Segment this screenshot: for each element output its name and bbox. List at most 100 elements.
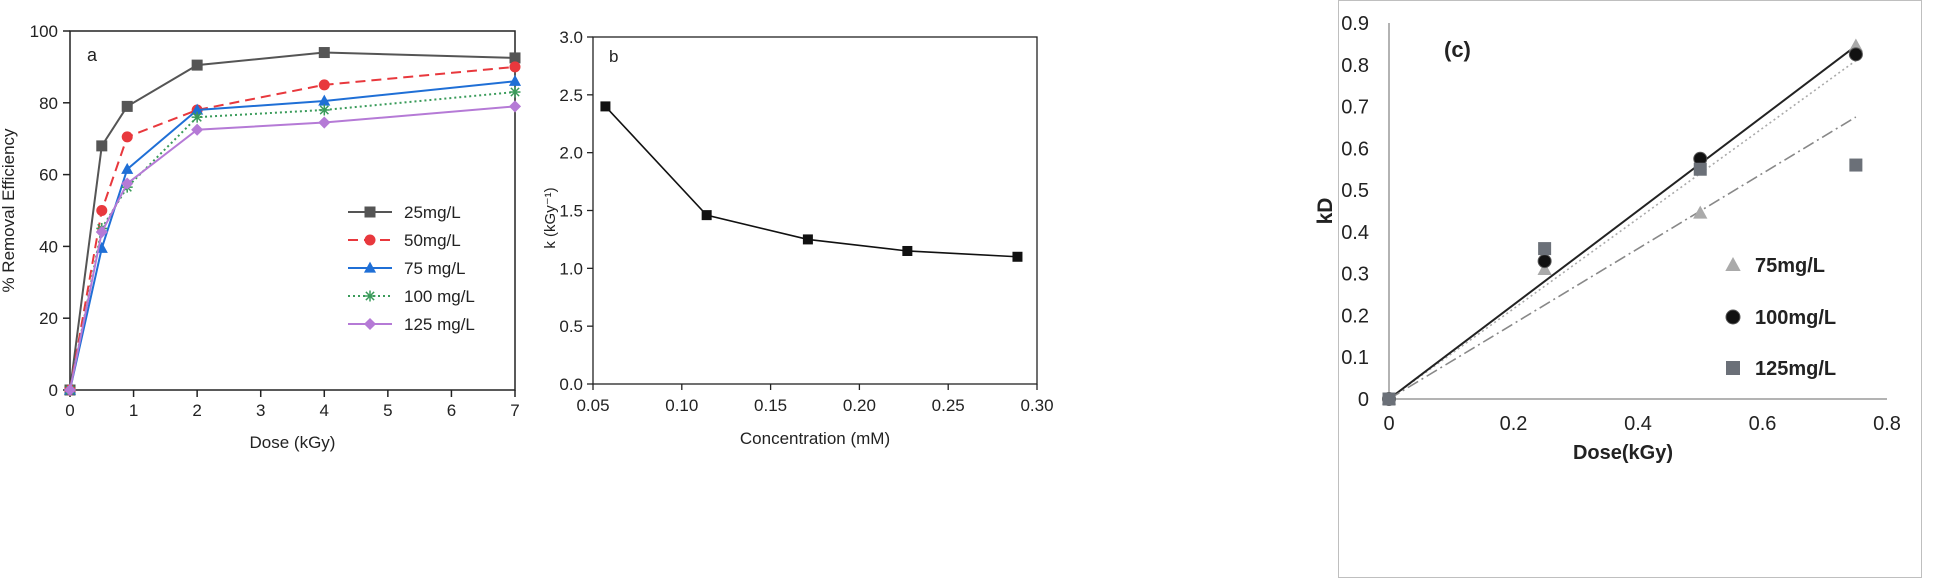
legend-100-mg-l-label: 100 mg/L <box>404 287 475 306</box>
legend-50mg-l-label: 50mg/L <box>404 231 461 250</box>
series-75-mg-l-point <box>508 74 522 86</box>
y-tick-label: 0.0 <box>559 375 583 394</box>
series-125-mg-l-point <box>318 116 331 129</box>
x-tick-label: 6 <box>447 401 456 420</box>
y-tick-label: 0.4 <box>1341 222 1369 244</box>
legend-75mg-l-label: 75mg/L <box>1755 255 1825 277</box>
chart-panel-b: 0.05 0.10 0.15 0.20 0.25 0.30 0.0 0.5 1.0 1.5 2.0 2… <box>542 0 1065 582</box>
point-125mg-l <box>1693 162 1707 176</box>
point-75mg-l <box>1693 205 1708 219</box>
y-tick-label: 0.6 <box>1341 138 1369 160</box>
series-75-mg-l-point <box>191 103 204 115</box>
series-100-mg-l-point-stroke <box>192 112 202 122</box>
y-tick-label: 0.7 <box>1341 97 1369 119</box>
chart-panel-c: 0 0.2 0.4 0.6 0.8 0 0.1 0.2 0.3 0.4 0.5 0.6 0.7 0.8 0.… <box>1314 0 1926 582</box>
series-k-point <box>902 245 913 256</box>
x-axis-label: Concentration (mM) <box>740 429 890 448</box>
series-k-point <box>802 234 813 245</box>
y-tick-label: 0 <box>1358 389 1369 411</box>
series-125-mg-l-point <box>63 383 77 397</box>
chart-b-svg: 0.05 0.10 0.15 0.20 0.25 0.30 0.0 0.5 1.0 1.5 2.0 2… <box>542 28 1054 448</box>
y-tick-label: 80 <box>39 94 58 113</box>
x-tick-label: 3 <box>256 401 265 420</box>
series-100-mg-l-point <box>318 104 330 116</box>
plot-frame <box>592 36 1038 385</box>
series-25mg-l-line <box>69 51 516 391</box>
legend-125mg-l-marker <box>1726 361 1740 375</box>
legend-100-mg-l-swatch-marker-stroke <box>365 291 375 301</box>
x-tick-label: 2 <box>192 401 201 420</box>
y-axis-label: % Removal Efficiency <box>0 128 18 293</box>
point-125mg-l <box>1382 392 1396 406</box>
legend-125-mg-l-label: 125 mg/L <box>404 315 475 334</box>
y-tick-label: 1.5 <box>559 202 583 221</box>
y-tick-label: 100 <box>30 22 58 41</box>
y-tick-label: 0 <box>49 381 58 400</box>
legend-100-mg-l-swatch-marker <box>364 290 376 302</box>
chart-c-frame <box>1338 0 1922 578</box>
y-tick-label: 2.5 <box>559 86 583 105</box>
y-axis-label: kD <box>1314 198 1337 225</box>
series-100-mg-l-line <box>69 91 516 391</box>
legend-50mg-l-swatch-marker <box>364 234 376 246</box>
y-tick-label: 0.8 <box>1341 55 1369 77</box>
y-tick-label: 40 <box>39 237 58 256</box>
legend-25mg-l-label: 25mg/L <box>404 203 461 222</box>
point-100mg-l <box>1537 254 1552 269</box>
point-125mg-l <box>1849 158 1863 172</box>
legend-100mg-l-marker <box>1725 309 1741 325</box>
fit-line-100mg-l <box>1388 45 1857 400</box>
x-tick-label: 0.15 <box>754 396 787 415</box>
panel-label: b <box>609 47 618 66</box>
series-125-mg-l-line <box>69 105 516 391</box>
series-k-line <box>604 105 1018 258</box>
x-tick-label: 0.25 <box>932 396 965 415</box>
y-tick-label: 0.5 <box>1341 180 1369 202</box>
x-tick-label: 0.05 <box>576 396 609 415</box>
series-25mg-l-point <box>96 140 108 152</box>
x-tick-label: 0.8 <box>1873 413 1901 435</box>
series-k-point <box>1012 251 1023 262</box>
series-50mg-l-point <box>121 131 133 143</box>
point-75mg-l <box>1537 262 1552 276</box>
panel-label: (c) <box>1444 37 1471 62</box>
series-50mg-l-point <box>509 61 521 73</box>
legend-125mg-l-label: 125mg/L <box>1755 358 1836 380</box>
legend-75-mg-l-label: 75 mg/L <box>404 259 465 278</box>
series-100-mg-l-point-stroke <box>319 105 329 115</box>
legend-100mg-l-label: 100mg/L <box>1755 307 1836 329</box>
x-tick-label: 0.20 <box>843 396 876 415</box>
series-50mg-l-point <box>318 79 330 91</box>
chart-a-svg: 0 1 2 3 4 5 6 7 0 20 40 60 80 100 Dose (kGy) % Removal … <box>0 22 522 452</box>
y-axis-label: k (kGy⁻¹) <box>542 187 559 248</box>
y-tick-label: 0.2 <box>1341 305 1369 327</box>
x-tick-label: 0 <box>65 401 74 420</box>
series-125-mg-l-point <box>121 177 134 190</box>
series-50mg-l-point <box>96 205 108 216</box>
series-75-mg-l-point <box>121 162 134 174</box>
point-100mg-l <box>1848 47 1863 62</box>
x-tick-label: 0 <box>1383 413 1394 435</box>
legend-125-mg-l-swatch-marker <box>363 317 377 331</box>
point-75mg-l <box>1848 38 1864 52</box>
y-tick-label: 60 <box>39 166 58 185</box>
series-100-mg-l-point <box>509 86 521 98</box>
series-125-mg-l-point <box>95 225 108 239</box>
legend-75-mg-l-swatch-marker <box>363 261 377 273</box>
series-k-point <box>701 210 712 221</box>
series-125-mg-l-point <box>191 123 204 136</box>
series-75-mg-l-line <box>69 80 516 391</box>
series-100-mg-l-point <box>191 111 203 123</box>
y-tick-label: 1.0 <box>559 259 583 278</box>
y-tick-label: 0.5 <box>559 317 583 336</box>
x-tick-label: 0.6 <box>1749 413 1777 435</box>
fit-line-125mg-l <box>1388 116 1857 400</box>
y-tick-label: 0.1 <box>1341 347 1369 369</box>
chart-panel-a: 0 1 2 3 4 5 6 7 0 20 40 60 80 100 Dose (kGy) % Removal … <box>0 0 545 582</box>
series-125-mg-l-point <box>508 100 522 113</box>
x-tick-label: 0.2 <box>1500 413 1528 435</box>
x-tick-label: 5 <box>383 401 392 420</box>
y-tick-label: 0.3 <box>1341 264 1369 286</box>
y-tick-label: 3.0 <box>559 28 583 47</box>
fit-line-75mg-l <box>1388 59 1857 400</box>
